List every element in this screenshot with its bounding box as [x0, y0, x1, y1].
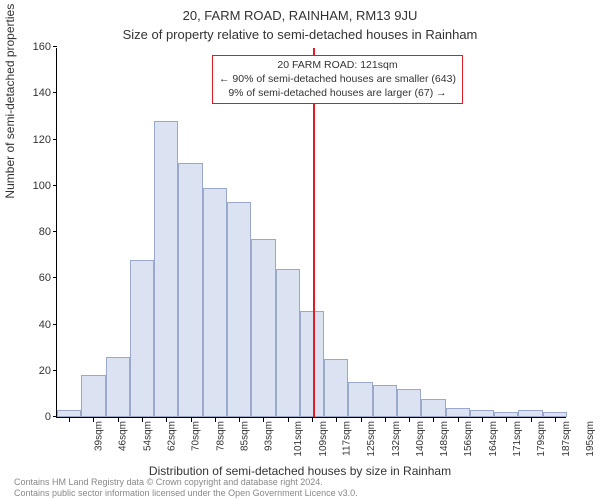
histogram-bar: [421, 399, 445, 418]
x-tick-mark: [142, 418, 143, 422]
histogram-bar: [518, 410, 542, 417]
chart-title-sub: Size of property relative to semi-detach…: [0, 23, 600, 42]
histogram-bar: [276, 269, 300, 417]
y-tick-label: 40: [39, 319, 57, 331]
x-tick-label: 39sqm: [94, 421, 105, 451]
histogram-bar: [324, 359, 348, 417]
x-tick-mark: [336, 418, 337, 422]
y-tick-mark: [53, 370, 57, 371]
y-tick-mark: [53, 185, 57, 186]
y-tick-label: 20: [39, 365, 57, 377]
histogram-bar: [130, 260, 154, 417]
y-tick-mark: [53, 277, 57, 278]
x-tick-mark: [288, 418, 289, 422]
histogram-bar: [300, 311, 324, 417]
histogram-bar: [373, 385, 397, 417]
x-tick-label: 125sqm: [366, 421, 377, 457]
x-tick-label: 101sqm: [294, 421, 305, 457]
y-tick-mark: [53, 231, 57, 232]
y-tick-label: 100: [33, 180, 57, 192]
x-tick-label: 70sqm: [191, 421, 202, 451]
histogram-bar: [494, 412, 518, 417]
x-tick-mark: [239, 418, 240, 422]
x-tick-label: 195sqm: [585, 421, 596, 457]
plot-area: 02040608010012014016039sqm46sqm54sqm62sq…: [56, 48, 566, 418]
x-tick-label: 187sqm: [561, 421, 572, 457]
chart-title-main: 20, FARM ROAD, RAINHAM, RM13 9JU: [0, 0, 600, 23]
x-axis-label: Distribution of semi-detached houses by …: [0, 464, 600, 478]
x-tick-mark: [191, 418, 192, 422]
histogram-bar: [154, 121, 178, 417]
x-tick-label: 93sqm: [264, 421, 275, 451]
copyright-line-1: Contains HM Land Registry data © Crown c…: [14, 477, 358, 487]
histogram-bar: [251, 239, 275, 417]
histogram-bar: [446, 408, 470, 417]
x-tick-mark: [482, 418, 483, 422]
copyright-text: Contains HM Land Registry data © Crown c…: [14, 477, 358, 498]
x-tick-label: 109sqm: [318, 421, 329, 457]
x-tick-label: 140sqm: [415, 421, 426, 457]
x-tick-label: 132sqm: [391, 421, 402, 457]
x-tick-label: 156sqm: [464, 421, 475, 457]
x-tick-label: 46sqm: [118, 421, 129, 451]
histogram-bar: [348, 382, 372, 417]
x-tick-mark: [118, 418, 119, 422]
x-tick-mark: [433, 418, 434, 422]
histogram-bar: [397, 389, 421, 417]
histogram-bar: [106, 357, 130, 417]
y-tick-mark: [53, 324, 57, 325]
chart-container: 20, FARM ROAD, RAINHAM, RM13 9JU Size of…: [0, 0, 600, 500]
annotation-line: 20 FARM ROAD: 121sqm: [219, 59, 456, 73]
y-axis-label: Number of semi-detached properties: [3, 4, 17, 199]
histogram-bar: [543, 412, 567, 417]
histogram-bar: [57, 410, 81, 417]
x-tick-label: 179sqm: [536, 421, 547, 457]
y-tick-label: 140: [33, 87, 57, 99]
y-tick-mark: [53, 92, 57, 93]
x-tick-label: 164sqm: [488, 421, 499, 457]
x-tick-label: 117sqm: [341, 421, 352, 456]
y-tick-label: 60: [39, 272, 57, 284]
y-tick-label: 80: [39, 226, 57, 238]
x-tick-mark: [361, 418, 362, 422]
x-tick-label: 62sqm: [167, 421, 178, 451]
x-tick-mark: [531, 418, 532, 422]
x-tick-mark: [506, 418, 507, 422]
copyright-line-2: Contains public sector information licen…: [14, 488, 358, 498]
histogram-bar: [178, 163, 202, 417]
x-tick-mark: [458, 418, 459, 422]
x-tick-label: 85sqm: [239, 421, 250, 451]
annotation-line: 9% of semi-detached houses are larger (6…: [219, 87, 456, 101]
annotation-box: 20 FARM ROAD: 121sqm← 90% of semi-detach…: [212, 55, 463, 104]
x-tick-mark: [69, 418, 70, 422]
y-tick-mark: [53, 139, 57, 140]
x-tick-label: 78sqm: [215, 421, 226, 451]
x-tick-mark: [312, 418, 313, 422]
x-tick-mark: [263, 418, 264, 422]
x-tick-mark: [166, 418, 167, 422]
histogram-bar: [81, 375, 105, 417]
x-tick-label: 148sqm: [439, 421, 450, 457]
x-tick-mark: [215, 418, 216, 422]
y-tick-label: 0: [45, 411, 57, 423]
y-tick-mark: [53, 46, 57, 47]
histogram-bar: [227, 202, 251, 417]
x-tick-label: 54sqm: [142, 421, 153, 451]
histogram-bar: [470, 410, 494, 417]
y-tick-label: 160: [33, 41, 57, 53]
y-tick-label: 120: [33, 134, 57, 146]
x-tick-mark: [409, 418, 410, 422]
histogram-bar: [203, 188, 227, 417]
x-tick-mark: [93, 418, 94, 422]
x-tick-mark: [385, 418, 386, 422]
annotation-line: ← 90% of semi-detached houses are smalle…: [219, 73, 456, 87]
x-tick-mark: [555, 418, 556, 422]
x-tick-label: 171sqm: [512, 421, 523, 457]
